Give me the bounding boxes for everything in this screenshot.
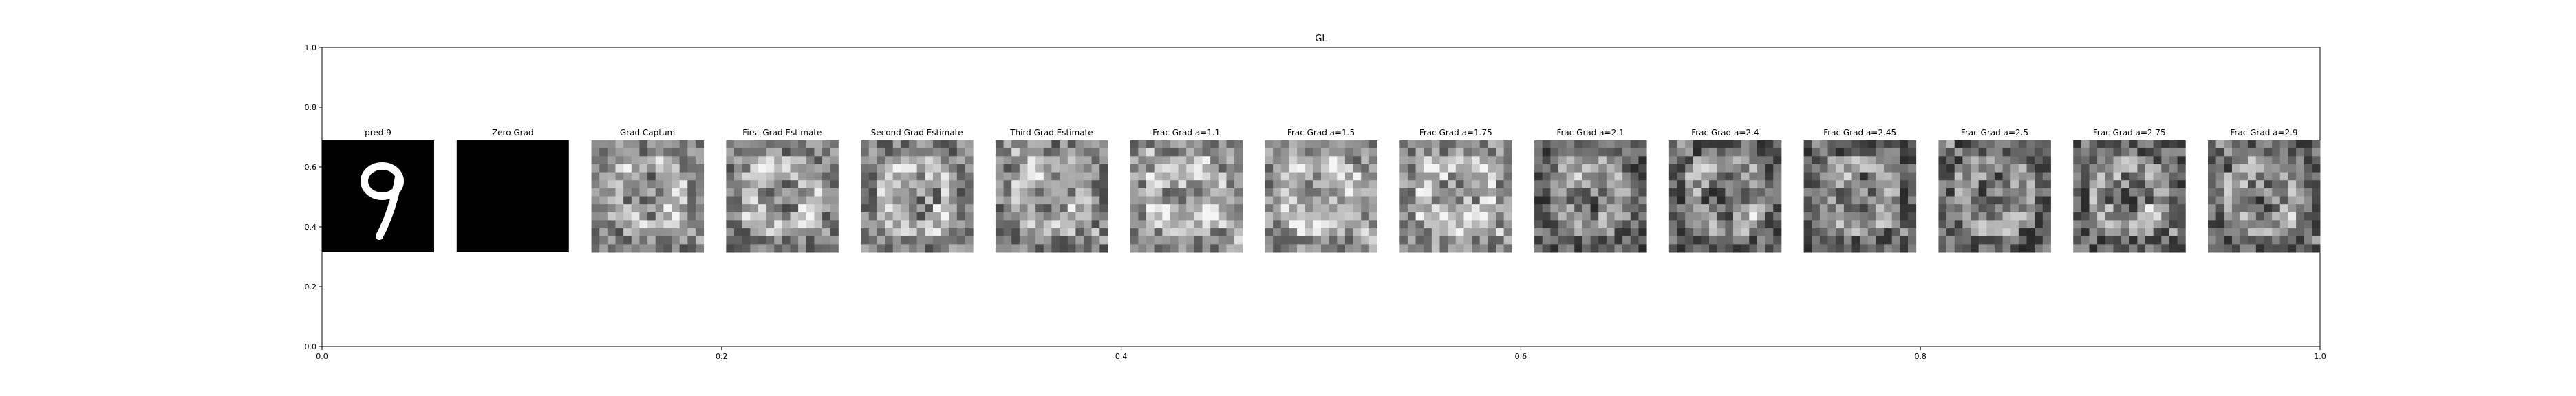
panel-1: Zero Grad <box>456 128 569 252</box>
attribution-map <box>2073 140 2186 253</box>
panel-6: Frac Grad a=1.1 <box>1130 128 1243 253</box>
panel-title: Frac Grad a=2.1 <box>1556 128 1624 138</box>
panel-title: Third Grad Estimate <box>1009 128 1093 138</box>
panel-title: pred 9 <box>365 128 391 138</box>
attribution-map <box>1938 140 2051 253</box>
y-tick-label: 0.8 <box>305 103 317 112</box>
panel-9: Frac Grad a=2.1 <box>1534 128 1647 253</box>
panel-title: Frac Grad a=1.5 <box>1287 128 1355 138</box>
attribution-map <box>861 140 974 253</box>
x-tick-label: 0.2 <box>716 352 728 361</box>
attribution-map <box>995 140 1108 253</box>
y-tick-label: 0.2 <box>305 283 317 292</box>
panel-13: Frac Grad a=2.75 <box>2073 128 2186 253</box>
panel-0: pred 9 <box>322 128 434 252</box>
attribution-map <box>1399 140 1512 253</box>
panel-title: Grad Captum <box>620 128 675 138</box>
attribution-map <box>1803 140 1917 253</box>
attribution-map <box>2208 140 2321 253</box>
panel-title: Frac Grad a=2.45 <box>1823 128 1896 138</box>
digit-stem <box>376 173 402 240</box>
panel-title: First Grad Estimate <box>742 128 822 138</box>
panel-title: Frac Grad a=2.75 <box>2093 128 2166 138</box>
panel-title: Frac Grad a=2.5 <box>1961 128 2028 138</box>
panel-title: Zero Grad <box>492 128 534 138</box>
panel-11: Frac Grad a=2.45 <box>1803 128 1917 253</box>
panel-8: Frac Grad a=1.75 <box>1399 128 1512 253</box>
panel-title: Frac Grad a=2.9 <box>2230 128 2297 138</box>
x-tick-label: 1.0 <box>2314 352 2326 361</box>
attribution-map <box>1130 140 1243 253</box>
x-tick-label: 0.6 <box>1515 352 1527 361</box>
panel-title: Second Grad Estimate <box>871 128 963 138</box>
y-axis-ticks: 0.0 0.2 0.4 0.6 0.8 1.0 <box>305 43 322 351</box>
zero-grad-image <box>456 140 569 252</box>
image-panels: pred 9 Zero Grad Grad Captum First Grad Est… <box>322 128 2321 253</box>
x-axis-ticks: 0.0 0.2 0.4 0.6 0.8 1.0 <box>316 346 2326 361</box>
panel-2: Grad Captum <box>591 128 705 253</box>
panel-title: Frac Grad a=2.4 <box>1691 128 1759 138</box>
attribution-map <box>726 140 839 253</box>
y-tick-label: 0.4 <box>305 223 317 232</box>
y-tick-label: 0.0 <box>305 342 317 351</box>
panel-7: Frac Grad a=1.5 <box>1265 128 1377 253</box>
panel-14: Frac Grad a=2.9 <box>2208 128 2321 253</box>
panel-5: Third Grad Estimate <box>995 128 1108 253</box>
y-tick-label: 0.6 <box>305 163 317 172</box>
chart-title: GL <box>1315 34 1327 44</box>
x-tick-label: 0.0 <box>316 352 328 361</box>
attribution-map <box>1534 140 1647 253</box>
panel-title: Frac Grad a=1.75 <box>1419 128 1492 138</box>
panel-3: First Grad Estimate <box>726 128 839 253</box>
panel-4: Second Grad Estimate <box>861 128 974 253</box>
x-tick-label: 0.4 <box>1115 352 1128 361</box>
panel-12: Frac Grad a=2.5 <box>1938 128 2051 253</box>
attribution-map <box>1668 140 1782 253</box>
panel-10: Frac Grad a=2.4 <box>1668 128 1782 253</box>
x-tick-label: 0.8 <box>1914 352 1926 361</box>
attribution-map <box>591 140 705 253</box>
attribution-map <box>1265 140 1377 253</box>
panel-title: Frac Grad a=1.1 <box>1152 128 1220 138</box>
y-tick-label: 1.0 <box>305 43 317 52</box>
